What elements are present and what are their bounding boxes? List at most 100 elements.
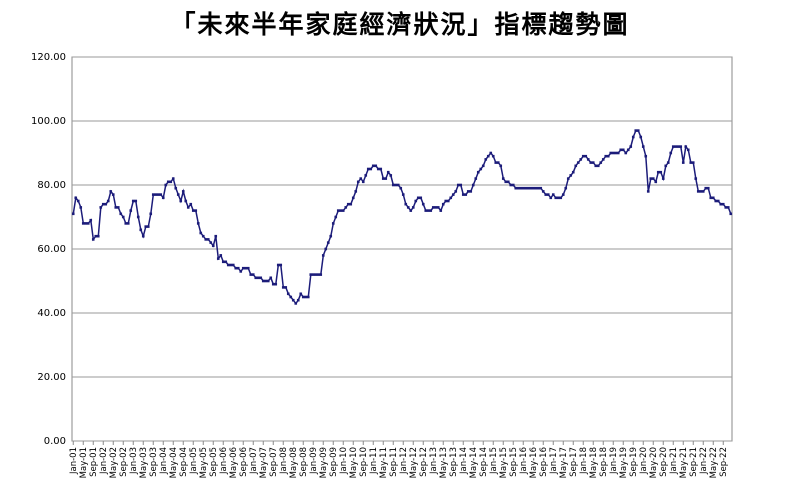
data-point bbox=[311, 273, 315, 276]
data-point bbox=[456, 183, 460, 187]
data-point bbox=[414, 199, 418, 203]
data-point bbox=[344, 206, 348, 209]
data-point bbox=[631, 135, 635, 139]
data-point bbox=[149, 212, 153, 216]
data-point bbox=[724, 206, 728, 209]
data-point bbox=[224, 260, 228, 264]
data-point bbox=[74, 196, 78, 200]
y-tick-label: 40.00 bbox=[37, 308, 66, 319]
x-tick-label: May-10 bbox=[349, 447, 359, 478]
data-point bbox=[159, 193, 163, 196]
x-tick-label: May-01 bbox=[79, 447, 89, 478]
data-point bbox=[586, 158, 590, 161]
data-point bbox=[349, 202, 353, 206]
data-point bbox=[356, 180, 360, 184]
data-point bbox=[616, 151, 620, 155]
data-point bbox=[431, 206, 435, 209]
x-tick-label: Jan-20 bbox=[639, 447, 649, 475]
data-point bbox=[126, 222, 130, 225]
data-point bbox=[589, 161, 593, 164]
data-point bbox=[131, 199, 135, 203]
x-tick-label: Jan-15 bbox=[489, 447, 499, 475]
data-point bbox=[236, 266, 240, 270]
data-point bbox=[636, 129, 640, 132]
data-point bbox=[294, 302, 298, 305]
x-tick-label: May-13 bbox=[439, 447, 449, 478]
data-point bbox=[386, 170, 390, 174]
x-tick-label: Sep-06 bbox=[239, 447, 249, 477]
data-point bbox=[509, 183, 513, 187]
data-point bbox=[304, 295, 308, 299]
data-point bbox=[401, 193, 405, 196]
data-point bbox=[641, 145, 645, 148]
data-point bbox=[436, 206, 440, 209]
data-point bbox=[226, 263, 230, 267]
x-tick-label: Sep-10 bbox=[359, 447, 369, 477]
data-point bbox=[554, 196, 558, 200]
data-point bbox=[541, 190, 545, 193]
data-point bbox=[511, 183, 515, 187]
data-point bbox=[614, 151, 618, 155]
data-point bbox=[701, 190, 705, 193]
x-tick-label: Jan-09 bbox=[309, 447, 319, 475]
data-point bbox=[539, 186, 543, 190]
data-point bbox=[494, 161, 498, 164]
x-tick-label: Jan-21 bbox=[669, 447, 679, 475]
y-tick-label: 60.00 bbox=[37, 244, 66, 255]
data-point bbox=[284, 286, 288, 289]
data-point bbox=[329, 234, 333, 238]
data-point bbox=[639, 135, 643, 139]
data-point bbox=[296, 298, 300, 302]
x-tick-label: Sep-12 bbox=[419, 447, 429, 477]
data-point bbox=[111, 193, 115, 196]
data-point bbox=[166, 180, 170, 184]
x-tick-label: Jan-03 bbox=[129, 447, 139, 475]
x-tick-label: Jan-08 bbox=[279, 447, 289, 475]
data-point bbox=[199, 231, 203, 235]
data-point bbox=[214, 234, 218, 238]
data-point bbox=[231, 263, 235, 267]
data-point bbox=[609, 151, 613, 155]
x-tick-label: Sep-16 bbox=[539, 447, 549, 477]
data-point bbox=[611, 151, 615, 155]
x-tick-label: Jan-13 bbox=[429, 447, 439, 475]
data-point bbox=[526, 186, 530, 190]
data-point bbox=[139, 228, 143, 232]
data-line bbox=[72, 129, 732, 305]
data-point bbox=[324, 247, 328, 251]
data-point bbox=[524, 186, 528, 190]
data-point bbox=[559, 196, 563, 200]
data-point bbox=[339, 209, 343, 212]
x-tick-label: Sep-04 bbox=[179, 447, 189, 477]
data-point bbox=[366, 167, 370, 171]
data-point bbox=[251, 273, 255, 276]
data-point bbox=[694, 177, 698, 180]
data-point bbox=[106, 199, 110, 203]
data-point bbox=[489, 151, 493, 155]
data-point bbox=[161, 196, 165, 200]
data-point bbox=[281, 286, 285, 289]
x-tick-label: May-16 bbox=[529, 447, 539, 478]
data-point bbox=[626, 148, 630, 152]
x-tick-label: Jan-02 bbox=[99, 447, 109, 475]
data-point bbox=[184, 199, 188, 203]
data-point bbox=[446, 199, 450, 203]
data-point bbox=[434, 206, 438, 209]
data-point bbox=[556, 196, 560, 200]
x-tick-label: Sep-11 bbox=[389, 447, 399, 477]
data-point bbox=[629, 145, 633, 148]
data-point bbox=[249, 273, 253, 276]
data-point bbox=[646, 190, 650, 193]
data-point bbox=[389, 174, 393, 177]
x-tick-label: Sep-02 bbox=[119, 447, 129, 477]
data-point bbox=[441, 202, 445, 206]
data-point bbox=[711, 196, 715, 200]
data-point bbox=[196, 222, 200, 225]
data-point bbox=[176, 193, 180, 196]
data-point bbox=[101, 202, 105, 206]
data-point bbox=[651, 177, 655, 180]
x-tick-label: Sep-18 bbox=[599, 447, 609, 477]
data-point bbox=[591, 161, 595, 164]
data-point bbox=[364, 174, 368, 177]
